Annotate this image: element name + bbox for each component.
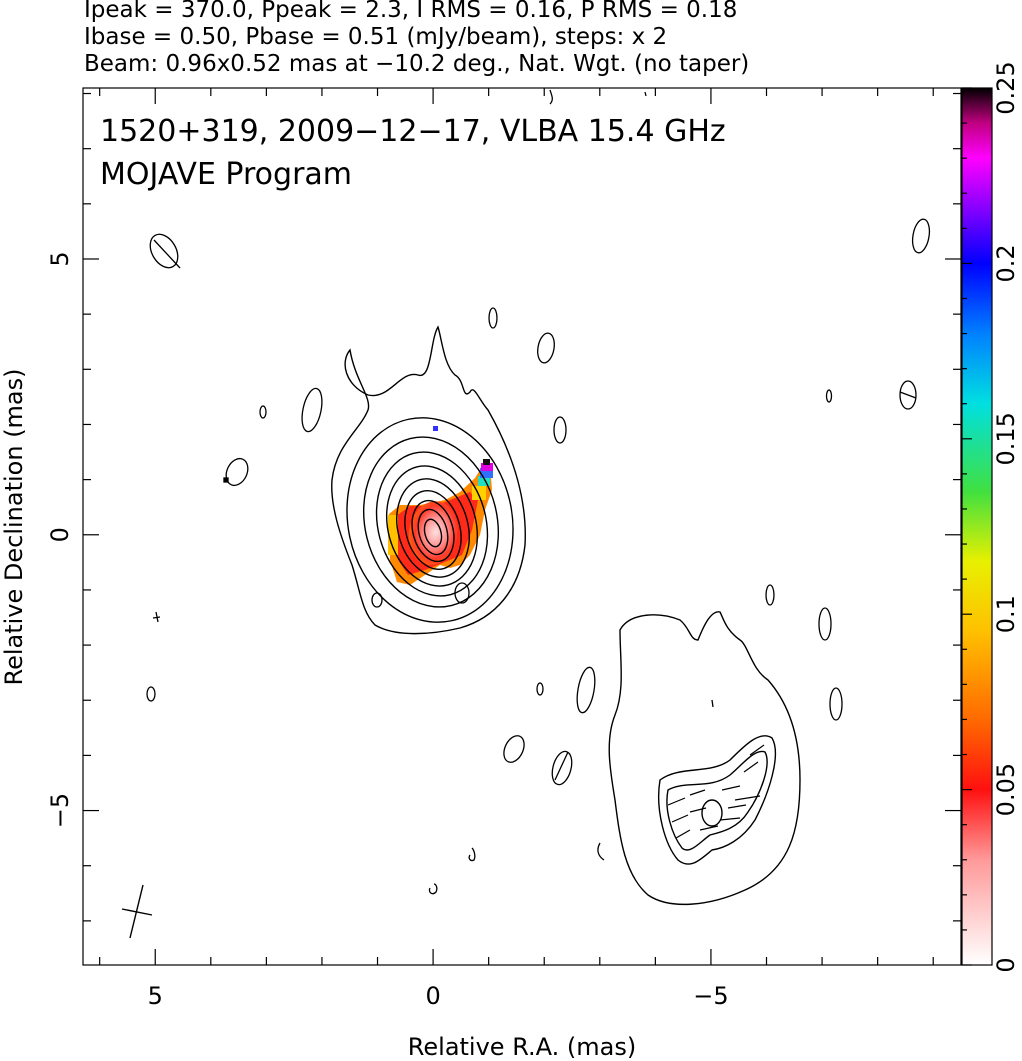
- colorbar-ticks: [962, 87, 972, 966]
- colorbar-tick-label: 0.15: [992, 412, 1020, 465]
- x-tick-label: 5: [148, 982, 163, 1010]
- header-line-1: Ipeak = 370.0, Ppeak = 2.3, I RMS = 0.16…: [84, 0, 738, 23]
- colorbar-frame: [961, 87, 993, 966]
- colorbar: [962, 88, 992, 965]
- polarization-vectors: [667, 744, 765, 839]
- x-axis-title: Relative R.A. (mas): [408, 1033, 636, 1061]
- beam-cross: [121, 884, 153, 939]
- colorbar-tick-labels: 0 0.05 0.1 0.15 0.2 0.25: [992, 61, 1020, 972]
- header-line-2: Ibase = 0.50, Pbase = 0.51 (mJy/beam), s…: [84, 24, 668, 50]
- x-tick-label: −5: [693, 982, 728, 1010]
- colorbar-tick-label: 0.2: [992, 244, 1020, 282]
- colorbar-tick-label: 0.05: [992, 763, 1020, 816]
- core-contours: [331, 325, 526, 635]
- y-ticks: [83, 92, 961, 922]
- y-tick-labels: 5 0 −5: [46, 251, 74, 828]
- x-tick-labels: 5 0 −5: [148, 982, 729, 1010]
- y-tick-label: 0: [46, 527, 74, 542]
- header-line-3: Beam: 0.96x0.52 mas at −10.2 deg., Nat. …: [84, 51, 750, 77]
- noise-contours: [146, 89, 931, 895]
- x-tick-label: 0: [425, 982, 440, 1010]
- colorbar-tick-label: 0: [992, 957, 1020, 972]
- jet-contours: [608, 611, 801, 906]
- x-ticks: [99, 88, 934, 965]
- colorbar-tick-label: 0.25: [992, 61, 1020, 114]
- colorbar-tick-label: 0.1: [992, 595, 1020, 633]
- chart-subtitle: MOJAVE Program: [100, 157, 352, 192]
- y-tick-label: 5: [46, 251, 74, 266]
- y-axis-title: Relative Declination (mas): [0, 368, 28, 685]
- plot-frame: [82, 87, 962, 966]
- y-tick-label: −5: [46, 793, 74, 828]
- chart-title: 1520+319, 2009−12−17, VLBA 15.4 GHz: [100, 114, 726, 149]
